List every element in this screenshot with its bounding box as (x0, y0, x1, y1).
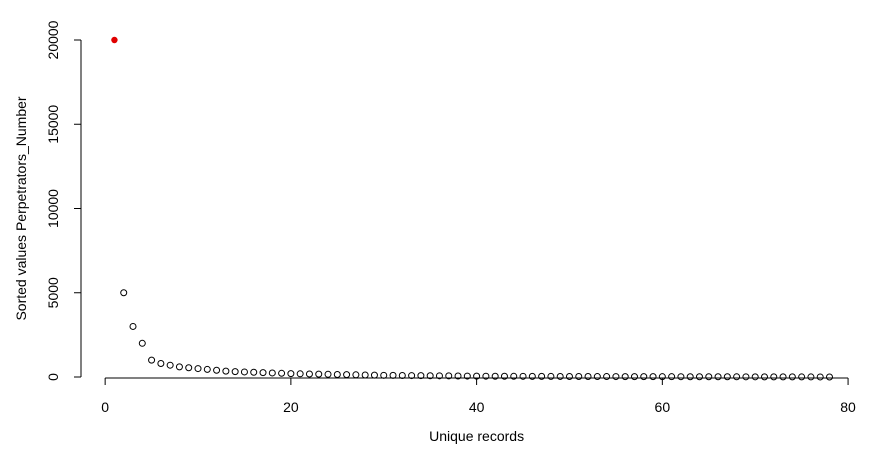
data-point (324, 370, 332, 378)
data-point (677, 373, 685, 381)
data-point (148, 356, 156, 364)
data-point (129, 322, 137, 330)
data-point (194, 365, 202, 373)
data-point (380, 371, 388, 379)
data-point (779, 373, 787, 381)
data-point (408, 372, 416, 380)
data-point (138, 339, 146, 347)
data-point (770, 373, 778, 381)
data-point (296, 370, 304, 378)
data-points (111, 36, 833, 381)
data-point (231, 368, 239, 376)
data-point (584, 373, 592, 381)
data-point (445, 372, 453, 380)
data-point (556, 372, 564, 380)
data-point (157, 360, 165, 368)
data-point (166, 361, 174, 369)
y-tick-label: 5000 (45, 277, 61, 308)
data-point (816, 373, 824, 381)
y-axis-title: Sorted values Perpetrators_Number (13, 96, 29, 320)
y-tick-label: 15000 (45, 105, 61, 144)
x-tick-label: 20 (283, 399, 299, 415)
data-point (733, 373, 741, 381)
data-point (463, 372, 471, 380)
data-point (723, 373, 731, 381)
data-point (686, 373, 694, 381)
data-point (640, 373, 648, 381)
data-point (565, 372, 573, 380)
data-point (547, 372, 555, 380)
x-tick-label: 80 (840, 399, 856, 415)
data-point (333, 370, 341, 378)
data-point (370, 371, 378, 379)
x-axis-ticks: 0 20 40 60 80 (101, 378, 856, 415)
data-point (426, 372, 434, 380)
data-point (268, 369, 276, 377)
data-point (435, 372, 443, 380)
data-point (751, 373, 759, 381)
data-point (343, 371, 351, 379)
data-point (519, 372, 527, 380)
data-point (240, 368, 248, 376)
data-point (352, 371, 360, 379)
data-point (788, 373, 796, 381)
x-tick-label: 60 (655, 399, 671, 415)
data-point (714, 373, 722, 381)
data-point (668, 373, 676, 381)
y-axis-ticks: 0 5000 10000 15000 20000 (45, 20, 81, 381)
data-point (705, 373, 713, 381)
data-point (593, 373, 601, 381)
data-point (287, 370, 295, 378)
x-axis-title: Unique records (429, 428, 524, 444)
data-point (305, 370, 313, 378)
y-tick-label: 0 (45, 373, 61, 381)
x-tick-label: 0 (101, 399, 109, 415)
data-point (528, 372, 536, 380)
data-point (510, 372, 518, 380)
data-point (825, 373, 833, 381)
y-tick-label: 20000 (45, 20, 61, 59)
data-point (278, 369, 286, 377)
x-tick-label: 40 (469, 399, 485, 415)
data-point (621, 373, 629, 381)
data-point (482, 372, 490, 380)
data-point (175, 363, 183, 371)
data-point (250, 368, 258, 376)
data-point (760, 373, 768, 381)
data-point (807, 373, 815, 381)
highlighted-data-point (111, 36, 118, 44)
data-point (185, 364, 193, 372)
data-point (695, 373, 703, 381)
data-point (742, 373, 750, 381)
data-point (389, 371, 397, 379)
data-point (575, 373, 583, 381)
data-point (213, 366, 221, 374)
data-point (612, 373, 620, 381)
data-point (649, 373, 657, 381)
data-point (491, 372, 499, 380)
data-point (222, 367, 230, 375)
data-point (538, 372, 546, 380)
data-point (454, 372, 462, 380)
data-point (603, 373, 611, 381)
data-point (417, 372, 425, 380)
y-tick-label: 10000 (45, 189, 61, 228)
data-point (361, 371, 369, 379)
data-point (315, 370, 323, 378)
data-point (259, 369, 267, 377)
data-point (500, 372, 508, 380)
data-point (798, 373, 806, 381)
data-point (120, 289, 128, 297)
data-point (203, 365, 211, 373)
data-point (630, 373, 638, 381)
